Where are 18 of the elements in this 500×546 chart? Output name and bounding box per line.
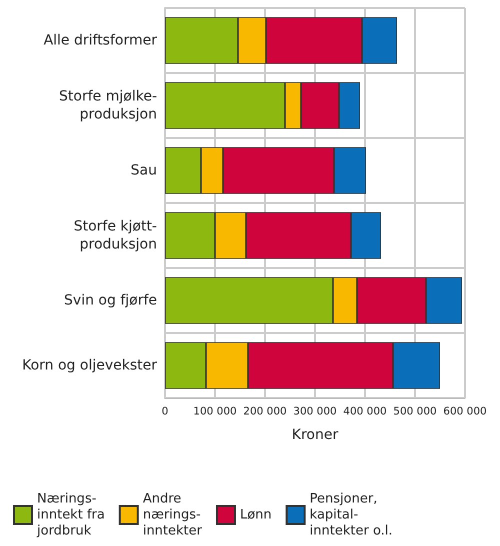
x-tick-label: 0 [162, 406, 168, 418]
legend-label: Pensjoner, kapital- inntekter o.l. [310, 492, 393, 538]
x-axis-title: Kroner [292, 427, 338, 443]
y-tick-label: Korn og oljevekster [22, 358, 158, 374]
y-tick-label: Storfe kjøtt- produksjon [74, 218, 157, 252]
legend-label: Nærings- inntekt fra jordbruk [36, 492, 105, 538]
y-tick-label: Sau [130, 162, 157, 178]
x-tick-label: 500 000 [393, 406, 437, 418]
y-tick-label: Alle driftsformer [44, 32, 158, 48]
y-tick-label: Storfe mjølke- produksjon [59, 88, 157, 122]
x-tick-label: 300 000 [293, 406, 337, 418]
x-tick-label: 100 000 [193, 406, 237, 418]
y-tick-label: Svin og fjørfe [64, 292, 157, 308]
x-tick-label: 200 000 [243, 406, 287, 418]
x-tick-label: 400 000 [343, 406, 387, 418]
x-tick-label: 600 000 [443, 406, 487, 418]
legend-label: Lønn [240, 508, 272, 522]
legend-label: Andre nærings- inntekter [142, 492, 203, 538]
